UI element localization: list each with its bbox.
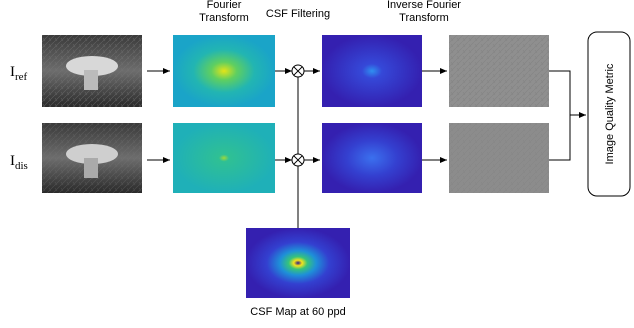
csf-map [246,228,350,298]
diagram: Fourier Transform CSF Filtering Inverse … [0,0,634,328]
ift-title: Transform [399,12,449,24]
row [42,35,549,107]
input-label: Idis [10,153,28,172]
ift-title: Inverse Fourier [387,0,461,11]
input-label: Iref [10,64,28,83]
ft-title: Fourier [207,0,242,11]
csf-title: CSF Filtering [266,8,330,20]
metric-label: Image Quality Metric [604,63,616,164]
label-part: dis [15,160,28,172]
label-part: ref [15,71,28,83]
ft-title: Transform [199,12,249,24]
csf-caption: CSF Map at 60 ppd [250,306,345,318]
